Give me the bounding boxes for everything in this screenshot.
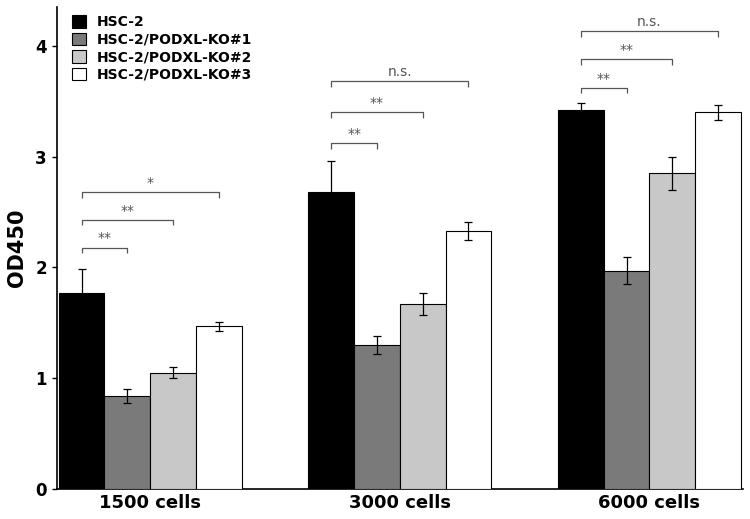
Bar	[695, 112, 741, 489]
Bar	[604, 271, 650, 489]
Text: **: **	[120, 203, 134, 217]
Bar	[104, 396, 150, 489]
Bar	[58, 293, 104, 489]
Text: **: **	[347, 127, 361, 141]
Text: **: **	[620, 43, 634, 57]
Bar	[308, 192, 354, 489]
Legend: HSC-2, HSC-2/PODXL-KO#1, HSC-2/PODXL-KO#2, HSC-2/PODXL-KO#3: HSC-2, HSC-2/PODXL-KO#1, HSC-2/PODXL-KO#…	[70, 14, 254, 83]
Bar	[150, 373, 196, 489]
Bar	[196, 326, 242, 489]
Text: **: **	[370, 96, 384, 110]
Text: **: **	[98, 231, 112, 245]
Bar	[446, 231, 491, 489]
Bar	[354, 345, 400, 489]
Bar	[650, 173, 695, 489]
Text: n.s.: n.s.	[388, 65, 412, 79]
Text: n.s.: n.s.	[638, 15, 662, 29]
Text: **: **	[597, 72, 610, 86]
Bar	[558, 110, 604, 489]
Y-axis label: OD450: OD450	[7, 209, 27, 288]
Text: *: *	[147, 176, 154, 190]
Bar	[400, 304, 445, 489]
